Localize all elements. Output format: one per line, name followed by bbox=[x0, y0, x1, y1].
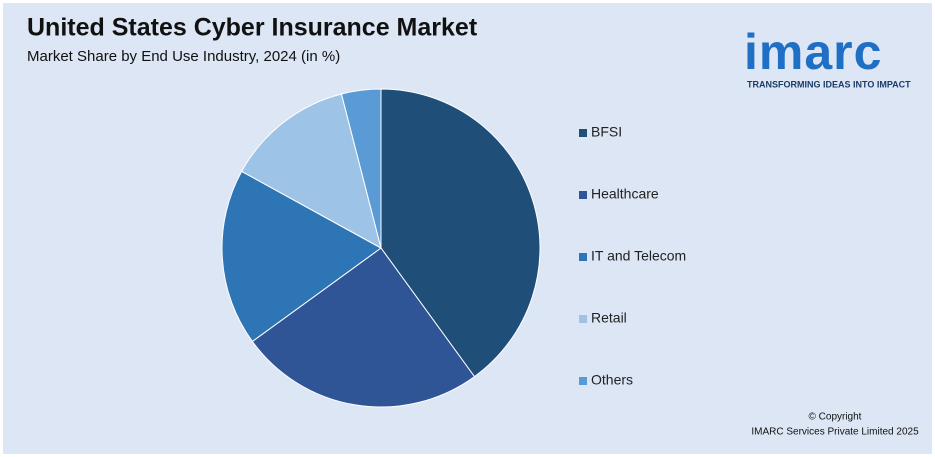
plot: BFSI Healthcare IT and Telecom Retail Others bbox=[221, 88, 686, 408]
pie-slice bbox=[240, 93, 382, 249]
legend-label: Retail bbox=[591, 310, 627, 326]
legend-swatch bbox=[579, 377, 587, 385]
pie-slice bbox=[251, 247, 476, 408]
chart-subtitle: Market Share by End Use Industry, 2024 (… bbox=[27, 48, 340, 65]
legend-label: Others bbox=[591, 372, 633, 388]
pie-slice bbox=[340, 88, 382, 249]
legend-swatch bbox=[579, 191, 587, 199]
legend-label: IT and Telecom bbox=[591, 248, 686, 264]
company: IMARC Services Private Limited 2025 bbox=[751, 427, 919, 438]
logo: imarc TRANSFORMING IDEAS INTO IMPACT bbox=[744, 24, 911, 89]
legend-swatch bbox=[579, 315, 587, 323]
logo-name: imarc bbox=[744, 24, 882, 80]
pie-slice bbox=[380, 88, 541, 378]
legend-swatch bbox=[579, 253, 587, 261]
logo-tagline: TRANSFORMING IDEAS INTO IMPACT bbox=[747, 79, 911, 89]
chart-title: United States Cyber Insurance Market bbox=[27, 14, 478, 42]
legend-label: Healthcare bbox=[591, 186, 659, 202]
copyright: © Copyright bbox=[809, 412, 862, 423]
pie-slice bbox=[221, 170, 382, 343]
legend-swatch bbox=[579, 129, 587, 137]
legend-label: BFSI bbox=[591, 124, 622, 140]
